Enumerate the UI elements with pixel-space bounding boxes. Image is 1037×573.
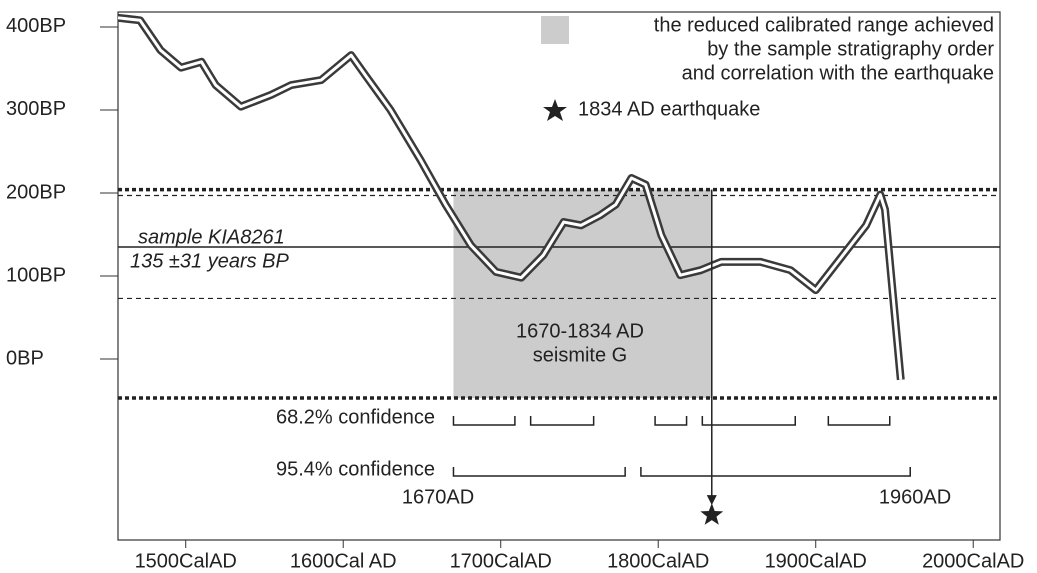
y-tick-label: 0BP bbox=[6, 347, 44, 369]
y-tick-label: 400BP bbox=[6, 15, 66, 37]
legend-text: 1834 AD earthquake bbox=[578, 98, 760, 120]
confidence-range bbox=[452, 467, 626, 477]
confidence-range bbox=[654, 416, 688, 426]
earthquake-arrowhead bbox=[706, 495, 717, 506]
x-tick-label: 2000CalAD bbox=[922, 550, 1024, 572]
confidence-range bbox=[827, 416, 891, 426]
legend-swatch bbox=[541, 16, 569, 44]
y-tick-label: 300BP bbox=[6, 98, 66, 120]
range-start-label: 1670AD bbox=[402, 486, 474, 508]
range-label: 1670-1834 AD bbox=[516, 320, 644, 342]
range-label: seismite G bbox=[533, 344, 627, 366]
y-tick-label: 200BP bbox=[6, 181, 66, 203]
confidence-label: 68.2% confidence bbox=[276, 406, 435, 428]
y-tick-label: 100BP bbox=[6, 264, 66, 286]
x-tick-label: 1700CalAD bbox=[450, 550, 552, 572]
legend-star bbox=[543, 99, 567, 121]
confidence-label: 95.4% confidence bbox=[276, 458, 435, 480]
confidence-range bbox=[701, 416, 796, 426]
x-tick-label: 1500CalAD bbox=[135, 550, 237, 572]
x-tick-label: 1900CalAD bbox=[765, 550, 867, 572]
confidence-range bbox=[529, 416, 595, 426]
confidence-range bbox=[452, 416, 516, 426]
x-tick-label: 1800CalAD bbox=[607, 550, 709, 572]
sample-label: 135 ±31 years BP bbox=[130, 250, 290, 272]
sample-label: sample KIA8261 bbox=[138, 226, 285, 248]
legend-text: by the sample stratigraphy order bbox=[707, 38, 994, 60]
calibration-curve-inner bbox=[117, 16, 903, 380]
legend-text: the reduced calibrated range achieved bbox=[654, 14, 994, 36]
range-end-label: 1960AD bbox=[879, 486, 951, 508]
earthquake-star bbox=[700, 503, 724, 525]
x-tick-label: 1600Cal AD bbox=[290, 550, 397, 572]
confidence-range bbox=[640, 467, 911, 477]
legend-text: and correlation with the earthquake bbox=[682, 62, 994, 84]
